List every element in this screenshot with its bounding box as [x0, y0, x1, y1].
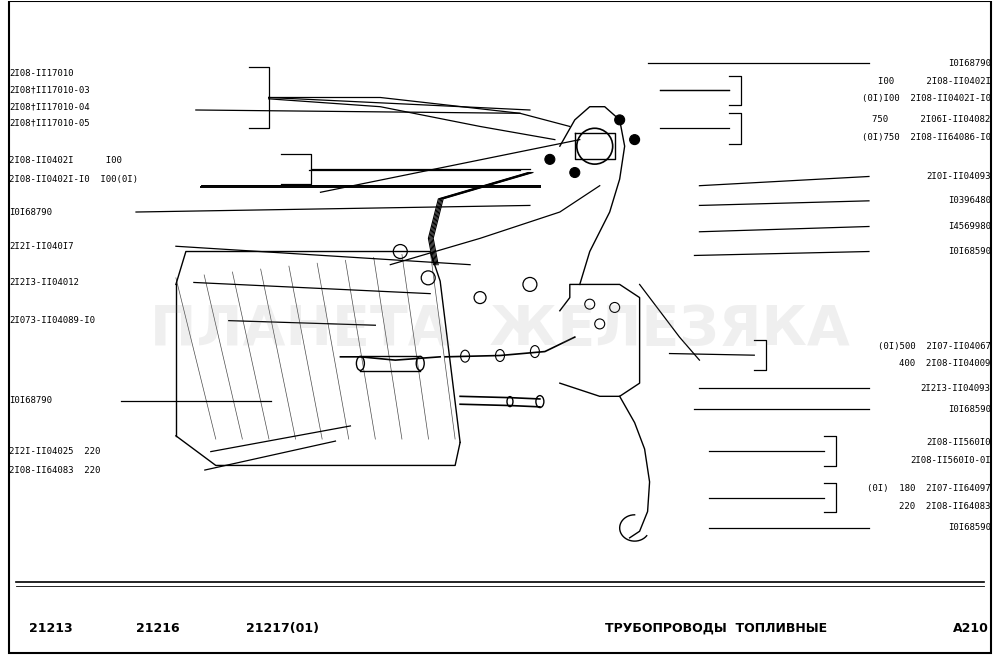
Text: I0I68790: I0I68790 [948, 59, 991, 68]
Text: 220  2I08-II64083: 220 2I08-II64083 [899, 502, 991, 511]
Text: ПЛАНЕТА  ЖЕЛЕЗЯКА: ПЛАНЕТА ЖЕЛЕЗЯКА [150, 303, 850, 358]
Text: (0I)750  2I08-II64086-I0: (0I)750 2I08-II64086-I0 [862, 133, 991, 142]
Circle shape [570, 167, 580, 178]
Text: 2I073-II04089-I0: 2I073-II04089-I0 [9, 316, 95, 325]
Text: 2I2I3-II04012: 2I2I3-II04012 [9, 278, 79, 287]
Text: 2I08†II17010-04: 2I08†II17010-04 [9, 102, 90, 111]
Text: 400  2I08-II04009: 400 2I08-II04009 [899, 359, 991, 368]
Text: I0I68590: I0I68590 [948, 405, 991, 414]
Text: 2I08-II560I0-0I: 2I08-II560I0-0I [910, 455, 991, 465]
Text: ТРУБОПРОВОДЫ  ТОПЛИВНЫЕ: ТРУБОПРОВОДЫ ТОПЛИВНЫЕ [605, 621, 827, 635]
Circle shape [630, 135, 640, 145]
Text: (0I)500  2I07-II04067: (0I)500 2I07-II04067 [878, 342, 991, 351]
Text: (0I)I00  2I08-II0402I-I0: (0I)I00 2I08-II0402I-I0 [862, 95, 991, 103]
Text: 2I08-II64083  220: 2I08-II64083 220 [9, 465, 101, 475]
Text: 21216: 21216 [136, 621, 180, 635]
Text: 2I08-II0402I-I0  I00(0I): 2I08-II0402I-I0 I00(0I) [9, 175, 138, 184]
Text: 2I0I-II04093: 2I0I-II04093 [926, 172, 991, 181]
Text: I0I68790: I0I68790 [9, 397, 52, 405]
Text: I00      2I08-II0402I: I00 2I08-II0402I [878, 77, 991, 86]
Text: I0396480: I0396480 [948, 196, 991, 206]
Text: (0I)  180  2I07-II64097: (0I) 180 2I07-II64097 [867, 484, 991, 493]
Text: I4569980: I4569980 [948, 222, 991, 231]
Circle shape [615, 115, 625, 125]
Text: 21213: 21213 [29, 621, 73, 635]
Text: I0I68790: I0I68790 [9, 208, 52, 217]
Text: 2I08-II0402I      I00: 2I08-II0402I I00 [9, 156, 122, 165]
Text: 2I2I-II040I7: 2I2I-II040I7 [9, 242, 74, 251]
Text: 2I08†II17010-03: 2I08†II17010-03 [9, 86, 90, 95]
Text: I0I68590: I0I68590 [948, 524, 991, 533]
Text: 2I2I-II04025  220: 2I2I-II04025 220 [9, 447, 101, 456]
Text: 2I08†II17010-05: 2I08†II17010-05 [9, 119, 90, 128]
Text: A210: A210 [953, 621, 989, 635]
Text: 2I2I3-II04093: 2I2I3-II04093 [921, 384, 991, 393]
Circle shape [545, 155, 555, 165]
Text: I0I68590: I0I68590 [948, 247, 991, 256]
Text: 21217(01): 21217(01) [246, 621, 319, 635]
Text: 2I08-II560I0: 2I08-II560I0 [926, 438, 991, 447]
Text: 2I08-II17010: 2I08-II17010 [9, 69, 74, 78]
Text: 750      2I06I-II04082: 750 2I06I-II04082 [872, 116, 991, 124]
